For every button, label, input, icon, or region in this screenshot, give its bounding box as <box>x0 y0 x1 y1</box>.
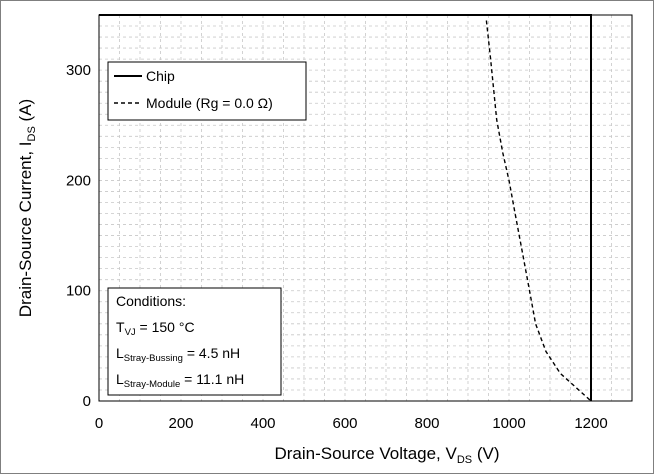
conditions-box: Conditions: TVJ = 150 °C LStray-Bussing … <box>107 287 282 396</box>
y-tick-label: 200 <box>66 172 91 189</box>
condition-lmodule-main: L <box>116 371 124 387</box>
x-axis-title-main: Drain-Source Voltage, V <box>274 444 457 463</box>
legend-label-chip: Chip <box>146 68 175 84</box>
condition-tvj-rest: = 150 °C <box>136 319 195 335</box>
x-axis-title-unit: (V) <box>472 444 499 463</box>
x-tick-label: 1000 <box>492 415 525 432</box>
condition-tvj-main: T <box>116 319 125 335</box>
x-tick-labels: 0 200 400 600 800 1000 1200 <box>95 415 608 432</box>
x-axis-title-sub: DS <box>457 454 472 466</box>
x-tick-label: 400 <box>250 415 275 432</box>
x-tick-label: 200 <box>168 415 193 432</box>
condition-tvj: TVJ = 150 °C <box>116 319 195 338</box>
condition-lbussing-main: L <box>116 345 124 361</box>
condition-lbussing-rest: = 4.5 nH <box>183 345 240 361</box>
y-axis-title-sub: DS <box>26 126 38 141</box>
y-tick-labels: 0 100 200 300 <box>66 62 91 410</box>
y-tick-label: 300 <box>66 62 91 79</box>
series-group <box>99 14 592 402</box>
conditions-frame <box>107 287 282 396</box>
grid <box>99 15 632 401</box>
condition-lbussing: LStray-Bussing = 4.5 nH <box>116 345 240 364</box>
y-axis-title-unit: (A) <box>16 99 35 126</box>
conditions-title: Conditions: <box>116 293 186 309</box>
legend-box <box>107 61 307 121</box>
condition-tvj-sub: VJ <box>125 327 136 338</box>
series-line-chip <box>99 14 592 401</box>
condition-lmodule: LStray-Module = 11.1 nH <box>116 371 244 390</box>
y-tick-label: 100 <box>66 283 91 300</box>
x-axis-title: Drain-Source Voltage, VDS (V) <box>274 444 499 466</box>
y-axis-title-main: Drain-Source Current, I <box>16 141 35 317</box>
x-tick-label: 1200 <box>574 415 607 432</box>
x-tick-label: 800 <box>414 415 439 432</box>
condition-lmodule-rest: = 11.1 nH <box>180 371 244 387</box>
legend-label-module: Module (Rg = 0.0 Ω) <box>146 95 273 111</box>
x-tick-label: 0 <box>95 415 103 432</box>
y-tick-label: 0 <box>83 393 91 410</box>
y-axis-title: Drain-Source Current, IDS (A) <box>16 99 38 317</box>
condition-lbussing-sub: Stray-Bussing <box>124 353 183 364</box>
condition-lmodule-sub: Stray-Module <box>124 379 181 390</box>
legend: Chip Module (Rg = 0.0 Ω) <box>107 61 307 121</box>
series-line-module <box>485 20 592 402</box>
x-tick-label: 600 <box>332 415 357 432</box>
